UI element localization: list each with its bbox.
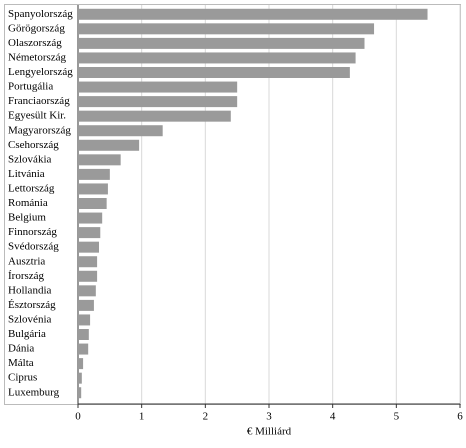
y-tick-label: Luxemburg	[8, 386, 60, 398]
bar	[78, 81, 238, 93]
bar	[78, 343, 89, 355]
bar	[78, 96, 238, 108]
y-tick-label: Litvánia	[8, 168, 45, 180]
bar	[78, 358, 84, 370]
bar	[78, 270, 98, 282]
plot-frame	[4, 4, 461, 405]
y-tick-label: Ciprus	[8, 372, 37, 384]
y-tick-label: Portugália	[8, 81, 53, 93]
bar	[78, 8, 428, 20]
bar	[78, 183, 108, 195]
bar	[78, 67, 350, 78]
y-tick-label: Szlovénia	[8, 313, 51, 325]
bar	[78, 110, 231, 122]
y-tick-label: Ausztria	[8, 255, 45, 267]
y-tick-label: Románia	[8, 197, 48, 209]
y-tick-label: Magyarország	[8, 124, 71, 136]
bar	[78, 227, 101, 239]
bar	[78, 23, 375, 35]
bar	[78, 299, 94, 311]
bar	[78, 241, 100, 253]
y-tick-label: Franciaország	[8, 95, 70, 107]
x-tick-label: 1	[139, 411, 145, 423]
y-tick-label: Olaszország	[8, 37, 62, 49]
bar	[78, 37, 365, 49]
bar	[78, 285, 96, 297]
y-tick-label: Bulgária	[8, 328, 46, 340]
y-tick-label: Lengyelország	[8, 66, 73, 78]
x-tick-label: 2	[203, 411, 209, 423]
bar	[78, 52, 356, 64]
bar	[78, 125, 163, 137]
y-tick-label: Svédország	[8, 241, 59, 253]
y-tick-label: Lettország	[8, 182, 55, 194]
x-axis-label: € Milliárd	[247, 426, 292, 438]
x-tick-label: 6	[457, 411, 463, 423]
y-tick-label: Szlovákia	[8, 153, 51, 165]
y-tick-label: Egyesült Kir.	[8, 110, 66, 122]
y-tick-label: Dánia	[8, 343, 34, 355]
bar	[78, 139, 140, 151]
bar	[78, 154, 121, 166]
x-tick-label: 3	[266, 411, 272, 423]
bar	[78, 372, 82, 384]
y-tick-label: Görögország	[8, 22, 65, 34]
bar	[78, 198, 107, 209]
y-tick-label: Spanyolország	[8, 8, 73, 20]
y-tick-label: Málta	[8, 357, 34, 369]
y-tick-label: Hollandia	[8, 284, 51, 296]
y-tick-label: Csehország	[8, 139, 59, 151]
x-tick-label: 5	[394, 411, 400, 423]
bar	[78, 212, 103, 224]
bar	[78, 168, 110, 180]
bar	[78, 256, 98, 268]
y-tick-label: Finnország	[8, 226, 57, 238]
y-tick-label: Belgium	[8, 212, 46, 224]
bar	[78, 387, 82, 399]
y-tick-label: Észtország	[8, 299, 56, 311]
bar	[78, 329, 89, 340]
y-tick-label: Németország	[8, 51, 67, 63]
x-tick-label: 4	[330, 411, 336, 423]
bar	[78, 314, 91, 326]
x-tick-label: 0	[75, 411, 81, 423]
y-tick-label: Írország	[8, 270, 45, 282]
